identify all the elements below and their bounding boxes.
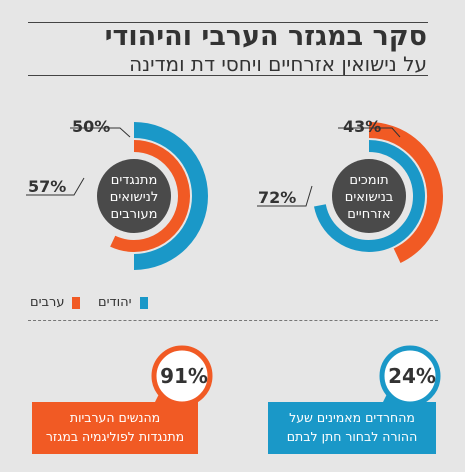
chart-civil-label-line2: בנישואים [344,190,394,205]
donut-charts [26,122,443,270]
header-rule-top [28,22,428,23]
chart-civil-label-line3: אזרחיים [347,207,391,222]
legend-swatch-jews [140,297,148,309]
chart-civil-inner-leader [257,185,313,207]
legend-swatch-arabs [72,297,80,309]
chart-mixed-label-line3: מעורבים [110,207,158,222]
chart-mixed-marriage [26,122,208,270]
legend-label-jews: יהודים [98,295,132,310]
chart-mixed-label-line2: לנישואים [109,190,159,205]
chart-civil-outer-leader [338,127,401,138]
chart-civil-marriage [257,122,443,263]
stat-arab-women-pointer [154,392,170,404]
stat-badges [151,345,441,407]
chart-mixed-jews-value: 50% [72,117,111,136]
stat-haredi-box: מהחרדים מאמינים שעל ההורה לבחור חתן לבתם [268,402,436,454]
stat-haredi-pointer [382,392,398,404]
header-rule-bottom [28,75,428,76]
stat-haredi-line1: מהחרדים מאמינים שעל [289,410,415,425]
stat-arab-women-box: מהנשים הערביות מתנגדות לפוליגמיה במגזר [32,402,198,454]
chart-civil-label-line1: תומכים [349,173,389,188]
page-title: סקר במגזר הערבי והיהודי [104,21,427,52]
chart-mixed-arabs-arc [110,140,190,252]
chart-civil-center [332,159,406,233]
chart-mixed-jews-arc [133,122,208,270]
chart-mixed-inner-leader [26,177,85,196]
chart-civil-jews-value: 72% [258,188,297,207]
chart-civil-label: תומכים בנישואים אזרחיים [332,172,406,223]
chart-mixed-outer-leader [70,127,131,138]
chart-civil-arabs-arc [368,122,443,263]
chart-mixed-label-line1: מתנגדים [110,173,158,188]
chart-mixed-arabs-value: 57% [28,177,67,196]
stat-arab-women-line1: מהנשים הערביות [69,410,161,425]
page-subtitle: על נישואין אזרחיים ויחסי דת ומדינה [129,52,427,76]
section-divider [28,320,438,321]
chart-civil-arabs-value: 43% [343,117,382,136]
stat-arab-women-value: 91% [160,364,208,388]
chart-mixed-center [97,159,171,233]
stat-arab-women-line2: מתנגדות לפוליגמיה במגזר [45,429,185,444]
chart-civil-jews-arc [313,140,425,252]
stat-haredi-value: 24% [388,364,436,388]
chart-mixed-label: מתנגדים לנישואים מעורבים [97,172,171,223]
legend-label-arabs: ערבים [30,295,65,310]
stat-haredi-line2: ההורה לבחור חתן לבתם [286,429,418,444]
